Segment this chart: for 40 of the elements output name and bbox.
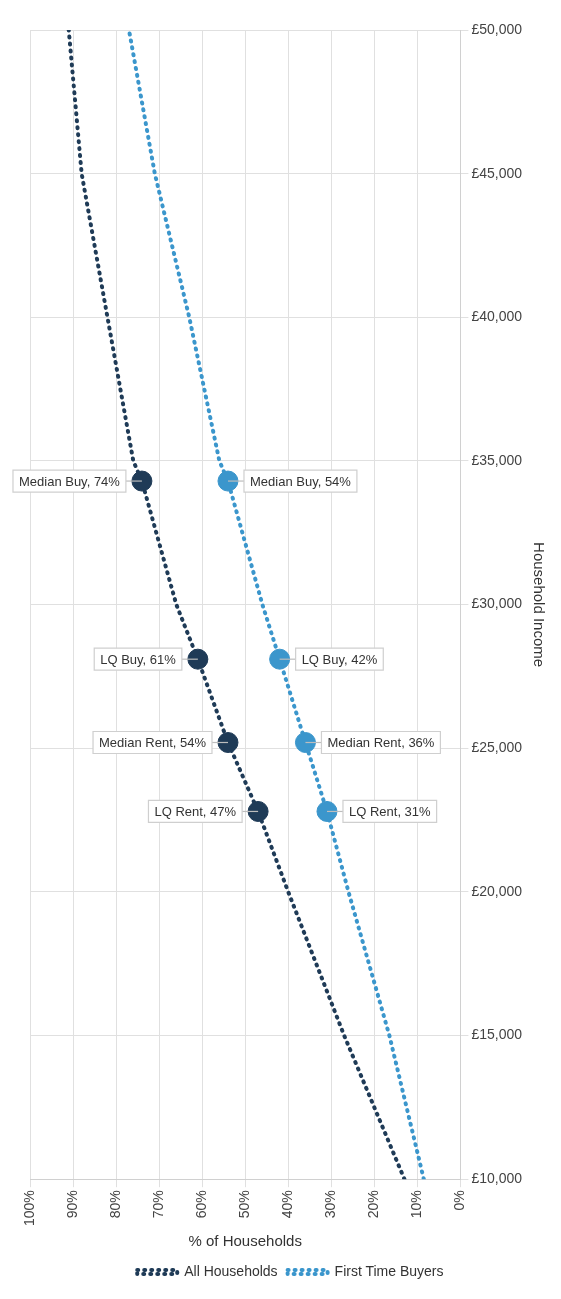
x-tick-label: 70% <box>149 1190 166 1219</box>
x-tick-label: 100% <box>20 1190 37 1227</box>
y-tick-label: £30,000 <box>471 595 523 612</box>
point <box>247 800 269 822</box>
point <box>269 648 291 670</box>
point <box>131 470 153 492</box>
annotation: LQ Buy, 61% <box>100 651 177 667</box>
y-tick-label: £45,000 <box>471 164 523 181</box>
point <box>187 648 209 670</box>
x-tick-label: 10% <box>408 1190 425 1219</box>
annotation: LQ Rent, 31% <box>348 804 432 820</box>
annotation: Median Buy, 54% <box>249 473 352 489</box>
point <box>316 800 338 822</box>
annotation: Median Buy, 74% <box>18 473 121 489</box>
y-tick-label: £10,000 <box>471 1170 523 1187</box>
x-tick-label: 0% <box>451 1190 468 1211</box>
y-axis-title: Household Income <box>530 542 548 668</box>
x-tick-label: 30% <box>322 1190 339 1219</box>
x-tick-label: 60% <box>193 1190 210 1219</box>
annotation: LQ Buy, 42% <box>301 651 378 667</box>
y-tick-label: £50,000 <box>471 20 523 37</box>
annotation: LQ Rent, 47% <box>154 804 237 820</box>
legend-label: First Time Buyers <box>334 1262 444 1279</box>
x-tick-label: 40% <box>279 1190 296 1219</box>
annotation: Median Rent, 36% <box>327 735 435 751</box>
y-tick-label: £40,000 <box>471 308 523 325</box>
y-tick-label: £20,000 <box>471 882 523 899</box>
x-tick-label: 20% <box>365 1190 382 1219</box>
point <box>217 470 239 492</box>
annotation: Median Rent, 54% <box>99 735 207 751</box>
y-tick-label: £15,000 <box>471 1026 523 1043</box>
y-tick-label: £35,000 <box>471 451 523 468</box>
y-tick-label: £25,000 <box>471 739 523 756</box>
legend-label: All Households <box>184 1262 278 1279</box>
x-axis-title: % of Households <box>188 1232 302 1250</box>
x-tick-label: 80% <box>106 1190 123 1219</box>
point <box>294 732 316 753</box>
x-tick-label: 90% <box>63 1190 80 1219</box>
x-tick-label: 50% <box>236 1190 253 1219</box>
point <box>217 732 239 753</box>
